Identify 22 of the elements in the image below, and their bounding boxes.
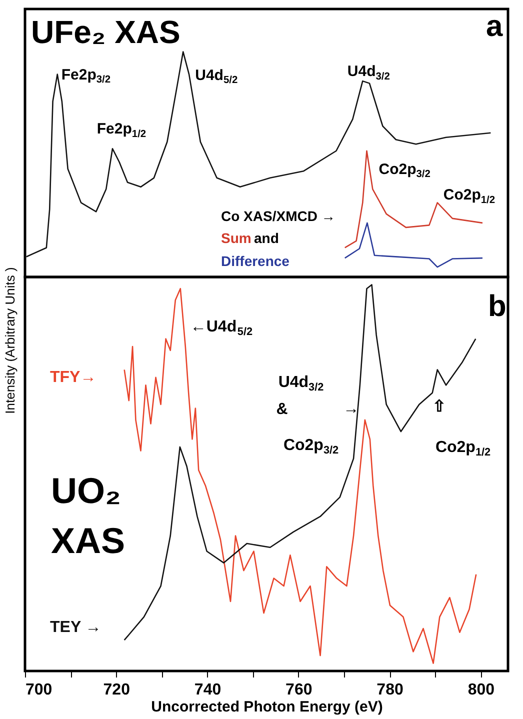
x-tick-label: 720 <box>103 682 130 698</box>
annotation: & <box>276 401 288 418</box>
annotation: Co XAS/XMCD → <box>221 208 336 224</box>
x-tick-label: 760 <box>286 682 312 698</box>
text: a <box>486 10 503 43</box>
text: Sum <box>221 230 252 246</box>
x-tick-label: 780 <box>376 682 404 698</box>
text: UFe₂ XAS <box>31 14 180 50</box>
y-axis-title: Intensity (Arbitrary Units ) <box>2 267 18 414</box>
annotation: ⇧ <box>432 398 446 416</box>
annotation: and <box>254 230 279 246</box>
series-label: TEY → <box>50 619 102 636</box>
x-tick-label: 800 <box>468 682 495 698</box>
annotation: XAS <box>51 520 126 561</box>
series-label: TFY→ <box>50 369 96 386</box>
text: Difference <box>221 253 290 269</box>
x-tick-label: 740 <box>194 682 222 698</box>
x-axis-title: Uncorrected Photon Energy (eV) <box>151 698 383 716</box>
x-tick-label: 700 <box>26 682 52 698</box>
annotation: → <box>343 400 360 418</box>
annotation: UO₂ <box>51 470 121 511</box>
annotation: b <box>488 290 506 323</box>
